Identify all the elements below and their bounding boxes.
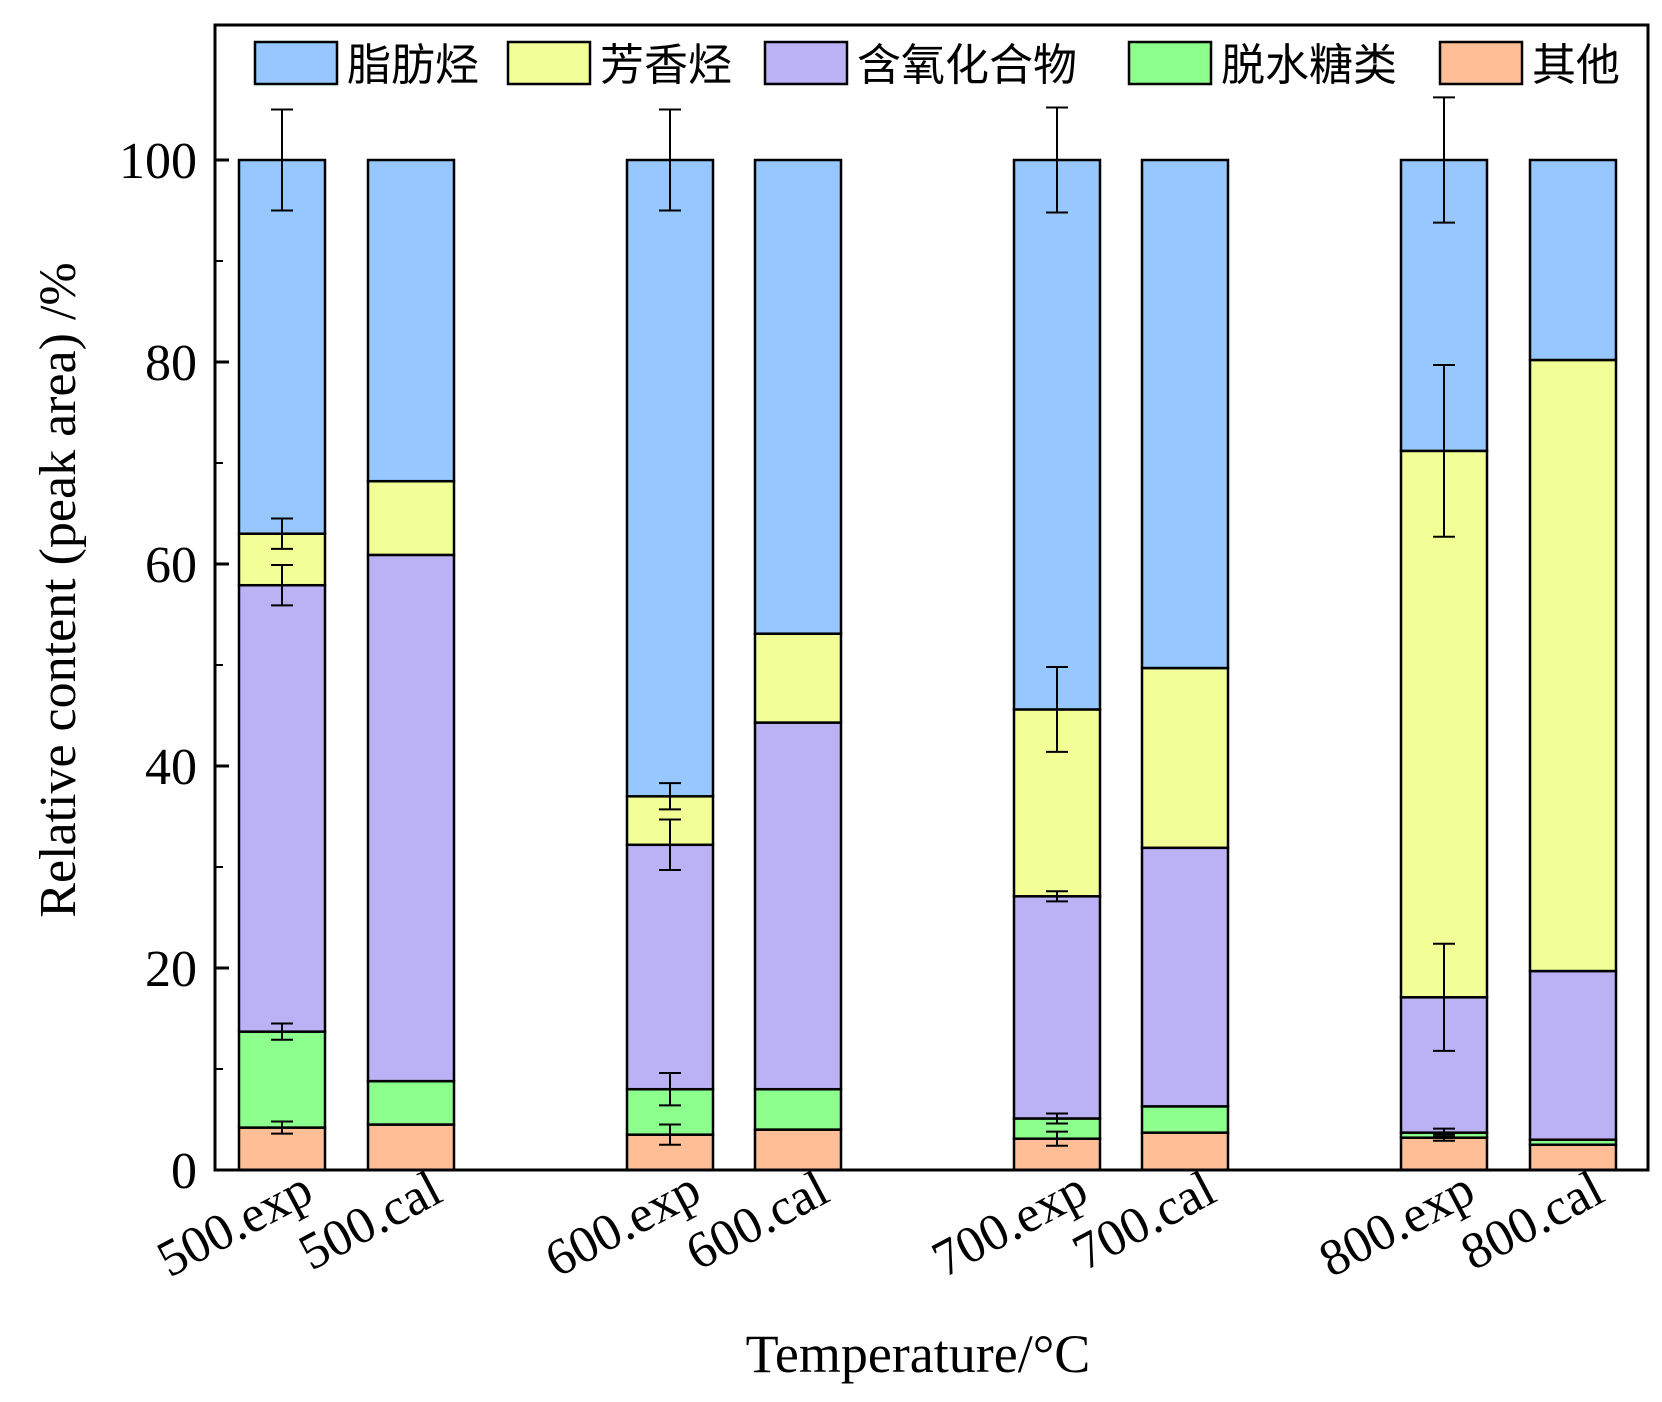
y-tick-label: 40 xyxy=(145,739,197,796)
y-tick-label: 60 xyxy=(145,537,197,594)
bar-segment xyxy=(366,479,456,557)
y-axis: 0 20 40 60 80 100 xyxy=(119,133,229,1200)
bars-layer xyxy=(237,158,1618,1172)
bar-segment xyxy=(1140,1131,1230,1172)
bar-segment xyxy=(1140,158,1230,670)
x-tick-label: 800.cal xyxy=(1452,1160,1613,1282)
bar-segment xyxy=(1140,846,1230,1108)
bar-segment xyxy=(1528,358,1618,973)
plot-frame xyxy=(213,23,1650,1172)
x-tick-label: 500.cal xyxy=(290,1160,451,1282)
legend-swatch xyxy=(1438,40,1524,86)
legend-swatch xyxy=(253,40,339,86)
legend-label: 芳香烃 xyxy=(600,40,732,91)
legend-label: 其他 xyxy=(1532,40,1620,91)
y-tick-label: 0 xyxy=(171,1143,197,1200)
x-tick-label: 600.cal xyxy=(677,1160,838,1282)
x-tick-label: 700.exp xyxy=(923,1160,1096,1288)
bar-segment xyxy=(753,1087,843,1131)
legend-swatch xyxy=(1127,40,1213,86)
legend-label: 含氧化合物 xyxy=(857,40,1077,91)
y-tick-label: 100 xyxy=(119,133,197,190)
bar-segment xyxy=(753,1128,843,1172)
bar-segment xyxy=(753,721,843,1091)
y-axis-title: Relative content (peak area) /% xyxy=(30,262,87,917)
x-tick-label: 700.cal xyxy=(1064,1160,1225,1282)
bar-segment xyxy=(1012,158,1102,711)
y-tick-label: 80 xyxy=(145,335,197,392)
bar-segment xyxy=(366,158,456,483)
legend-swatch xyxy=(506,40,592,86)
error-bars-layer xyxy=(271,96,1455,1147)
bar-segment xyxy=(1399,449,1489,999)
bar-segment xyxy=(237,583,327,1033)
bar-segment xyxy=(237,158,327,535)
x-axis-title: Temperature/°C xyxy=(746,1324,1091,1384)
bar-segment xyxy=(1012,895,1102,1120)
bar-segment xyxy=(1528,969,1618,1141)
bar-segment xyxy=(237,1030,327,1129)
x-tick-label: 600.exp xyxy=(536,1160,709,1288)
legend-label: 脂肪烃 xyxy=(347,40,479,91)
x-tick-label: 800.exp xyxy=(1310,1160,1483,1288)
bar-segment xyxy=(753,158,843,635)
bar-segment xyxy=(366,1079,456,1126)
bar-segment xyxy=(753,632,843,724)
bar-segment xyxy=(625,158,715,798)
y-tick-label: 20 xyxy=(145,941,197,998)
bar-segment xyxy=(1140,1105,1230,1134)
legend-label: 脱水糖类 xyxy=(1221,40,1397,91)
bar-segment xyxy=(1528,1143,1618,1172)
bar-segment xyxy=(366,1123,456,1172)
bar-segment xyxy=(1140,666,1230,850)
bar-segment xyxy=(366,553,456,1083)
bar-segment xyxy=(1399,1136,1489,1172)
legend-swatch xyxy=(763,40,849,86)
bar-segment xyxy=(1528,158,1618,362)
legend: 脂肪烃 芳香烃 含氧化合物 脱水糖类 其他 xyxy=(253,40,1620,91)
bar-segment xyxy=(625,843,715,1091)
